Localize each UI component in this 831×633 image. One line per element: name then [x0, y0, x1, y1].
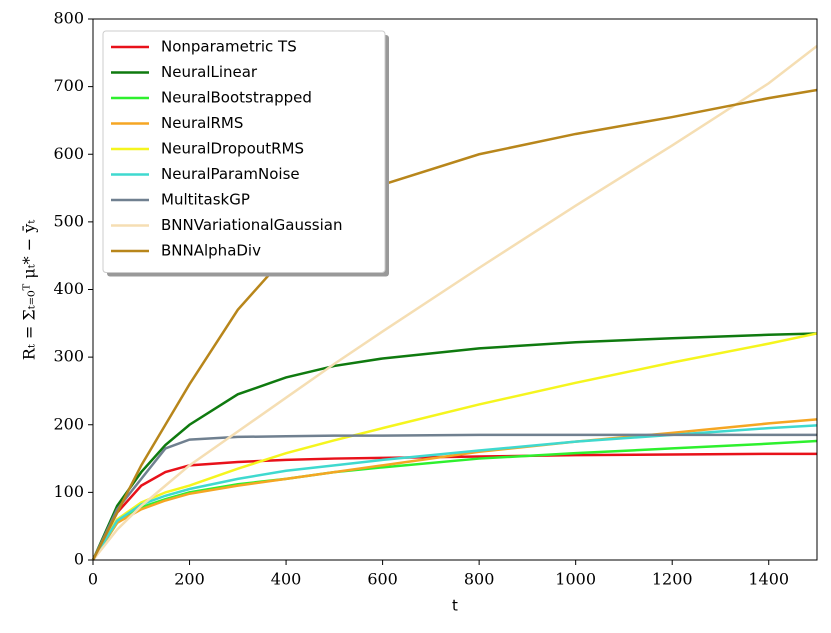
legend-label: NeuralBootstrapped [161, 89, 312, 107]
y-tick-label: 700 [53, 76, 84, 95]
legend [102, 30, 386, 273]
y-tick-label: 600 [53, 144, 84, 163]
y-tick-label: 300 [53, 347, 84, 366]
y-axis-label: Rₜ = Σₜ₌₀ᵀ μₜ* − ȳₜ [20, 220, 39, 360]
x-tick-label: 1400 [748, 570, 789, 589]
line-series [91, 332, 818, 561]
legend-label: BNNAlphaDiv [161, 242, 261, 260]
line-series [91, 332, 818, 561]
line-series [91, 433, 817, 561]
line-series [91, 439, 818, 561]
y-tick-label: 500 [53, 211, 84, 230]
line-series [91, 452, 817, 561]
x-tick-label: 200 [174, 570, 205, 589]
legend-label: Nonparametric TS [161, 38, 297, 56]
line-series [92, 45, 818, 561]
legend-label: NeuralDropoutRMS [161, 140, 304, 158]
y-tick-label: 400 [53, 279, 84, 298]
x-tick-label: 1000 [555, 570, 596, 589]
x-tick-label: 0 [88, 570, 98, 589]
x-tick-label: 1200 [652, 570, 693, 589]
y-tick-label: 0 [74, 550, 84, 569]
x-tick-label: 400 [271, 570, 302, 589]
y-tick-label: 100 [53, 482, 84, 501]
legend-label: NeuralParamNoise [161, 165, 300, 183]
legend-label: NeuralRMS [161, 114, 243, 132]
y-tick-label: 200 [53, 414, 84, 433]
legend-label: NeuralLinear [161, 63, 258, 81]
x-tick-label: 600 [367, 570, 398, 589]
plot-frame [92, 18, 818, 561]
x-tick-label: 800 [464, 570, 495, 589]
legend-label: MultitaskGP [161, 191, 250, 209]
y-tick-label: 800 [53, 9, 84, 28]
legend-label: BNNVariationalGaussian [161, 216, 342, 234]
x-axis-label: t [452, 597, 458, 615]
